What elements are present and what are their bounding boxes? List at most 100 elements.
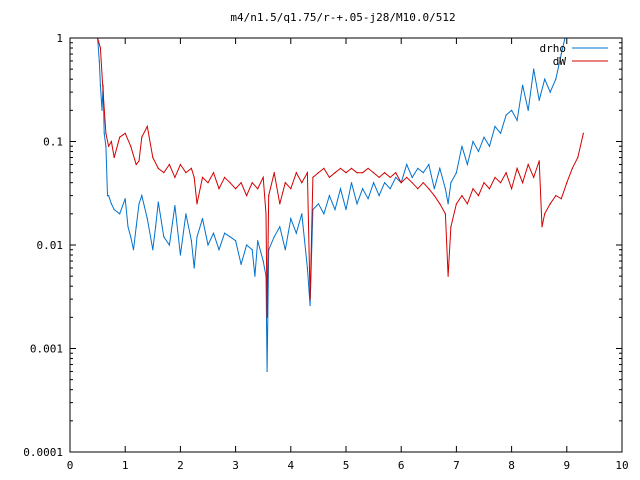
series-drho [97,38,566,373]
data-point-dW [466,203,469,205]
data-point-dW [450,226,452,228]
data-point-dW [577,156,579,159]
data-point-drho [152,249,154,251]
data-point-dW [309,298,311,300]
y-tick-label: 1 [56,32,63,45]
data-point-drho [461,145,463,147]
data-point-drho [190,240,193,242]
data-point-dW [130,145,132,147]
data-point-drho [395,176,397,178]
legend-label-dW: dW [553,55,567,68]
data-point-dW [295,172,297,174]
data-point-dW [373,172,375,174]
data-point-dW [538,160,540,162]
data-point-dW [378,176,380,178]
data-point-dW [229,182,231,184]
data-point-dW [257,188,259,190]
data-point-dW [345,172,347,174]
data-point-drho [527,109,529,111]
data-point-dW [185,172,187,174]
data-point-dW [494,176,496,178]
data-point-dW [549,203,551,205]
data-point-drho [257,240,259,242]
data-point-dW [367,167,369,169]
data-point-drho [439,167,441,169]
data-point-dW [273,172,275,174]
data-point-dW [444,213,446,215]
data-point-drho [98,60,100,62]
data-point-drho [309,304,311,307]
data-point-drho [301,213,303,215]
data-point-dW [483,182,485,184]
data-point-dW [262,176,264,178]
data-point-drho [516,119,518,121]
data-point-drho [235,240,237,242]
data-point-dW [328,176,331,178]
data-point-drho [185,213,187,215]
x-tick-label: 1 [122,459,129,472]
data-point-dW [417,188,419,190]
data-point-drho [450,182,452,184]
data-point-dW [395,172,397,174]
x-tick-label: 0 [67,459,74,472]
data-point-dW [477,195,480,197]
data-point-drho [417,167,419,169]
data-point-drho [411,176,413,178]
data-point-drho [240,263,242,265]
data-point-drho [533,68,535,70]
data-point-drho [218,249,220,251]
data-point-drho [279,226,281,228]
data-point-drho [389,188,391,190]
data-point-drho [105,145,107,147]
data-point-dW [411,182,413,184]
data-point-dW [541,226,543,228]
data-point-drho [317,203,319,205]
data-point-dW [389,176,391,178]
data-point-dW [527,163,529,166]
data-point-drho [339,188,342,190]
data-point-drho [560,53,562,55]
data-point-dW [196,203,198,205]
data-point-dW [152,156,154,159]
data-point-dW [361,172,364,174]
data-point-drho [290,217,292,220]
y-axis: 0.0001 0.001 0.01 0.1 1 [23,32,622,459]
y-tick-label: 0.0001 [23,446,63,459]
data-point-drho [511,109,513,111]
data-point-dW [516,167,518,169]
data-point-drho [433,188,435,190]
data-point-dW [105,132,107,134]
data-point-dW [279,203,281,205]
data-point-drho [154,226,157,228]
data-point-dW [317,172,319,174]
data-point-dW [447,275,449,277]
data-point-drho [477,150,480,153]
data-point-drho [350,182,353,184]
data-point-drho [201,217,204,220]
data-point-dW [193,176,195,178]
data-point-dW [544,213,546,215]
data-point-drho [488,145,491,147]
data-point-drho [295,232,297,234]
data-point-drho [130,236,132,238]
data-point-dW [290,188,292,190]
data-point-dW [138,160,140,162]
data-point-dW [406,176,408,178]
data-point-dW [135,163,137,166]
data-point-drho [428,163,430,166]
data-point-dW [110,140,112,143]
data-point-drho [113,208,115,211]
data-point-dW [141,136,143,138]
data-point-dW [240,182,242,184]
data-point-drho [127,226,129,228]
data-point-dW [433,195,435,197]
data-point-drho [251,249,253,251]
data-point-drho [207,244,209,246]
data-point-drho [108,195,110,197]
data-point-drho [193,267,195,269]
data-point-drho [466,163,469,166]
data-point-dW [488,188,491,190]
x-tick-label: 5 [343,459,350,472]
series-line-dW [97,38,584,318]
data-point-drho [138,203,140,205]
